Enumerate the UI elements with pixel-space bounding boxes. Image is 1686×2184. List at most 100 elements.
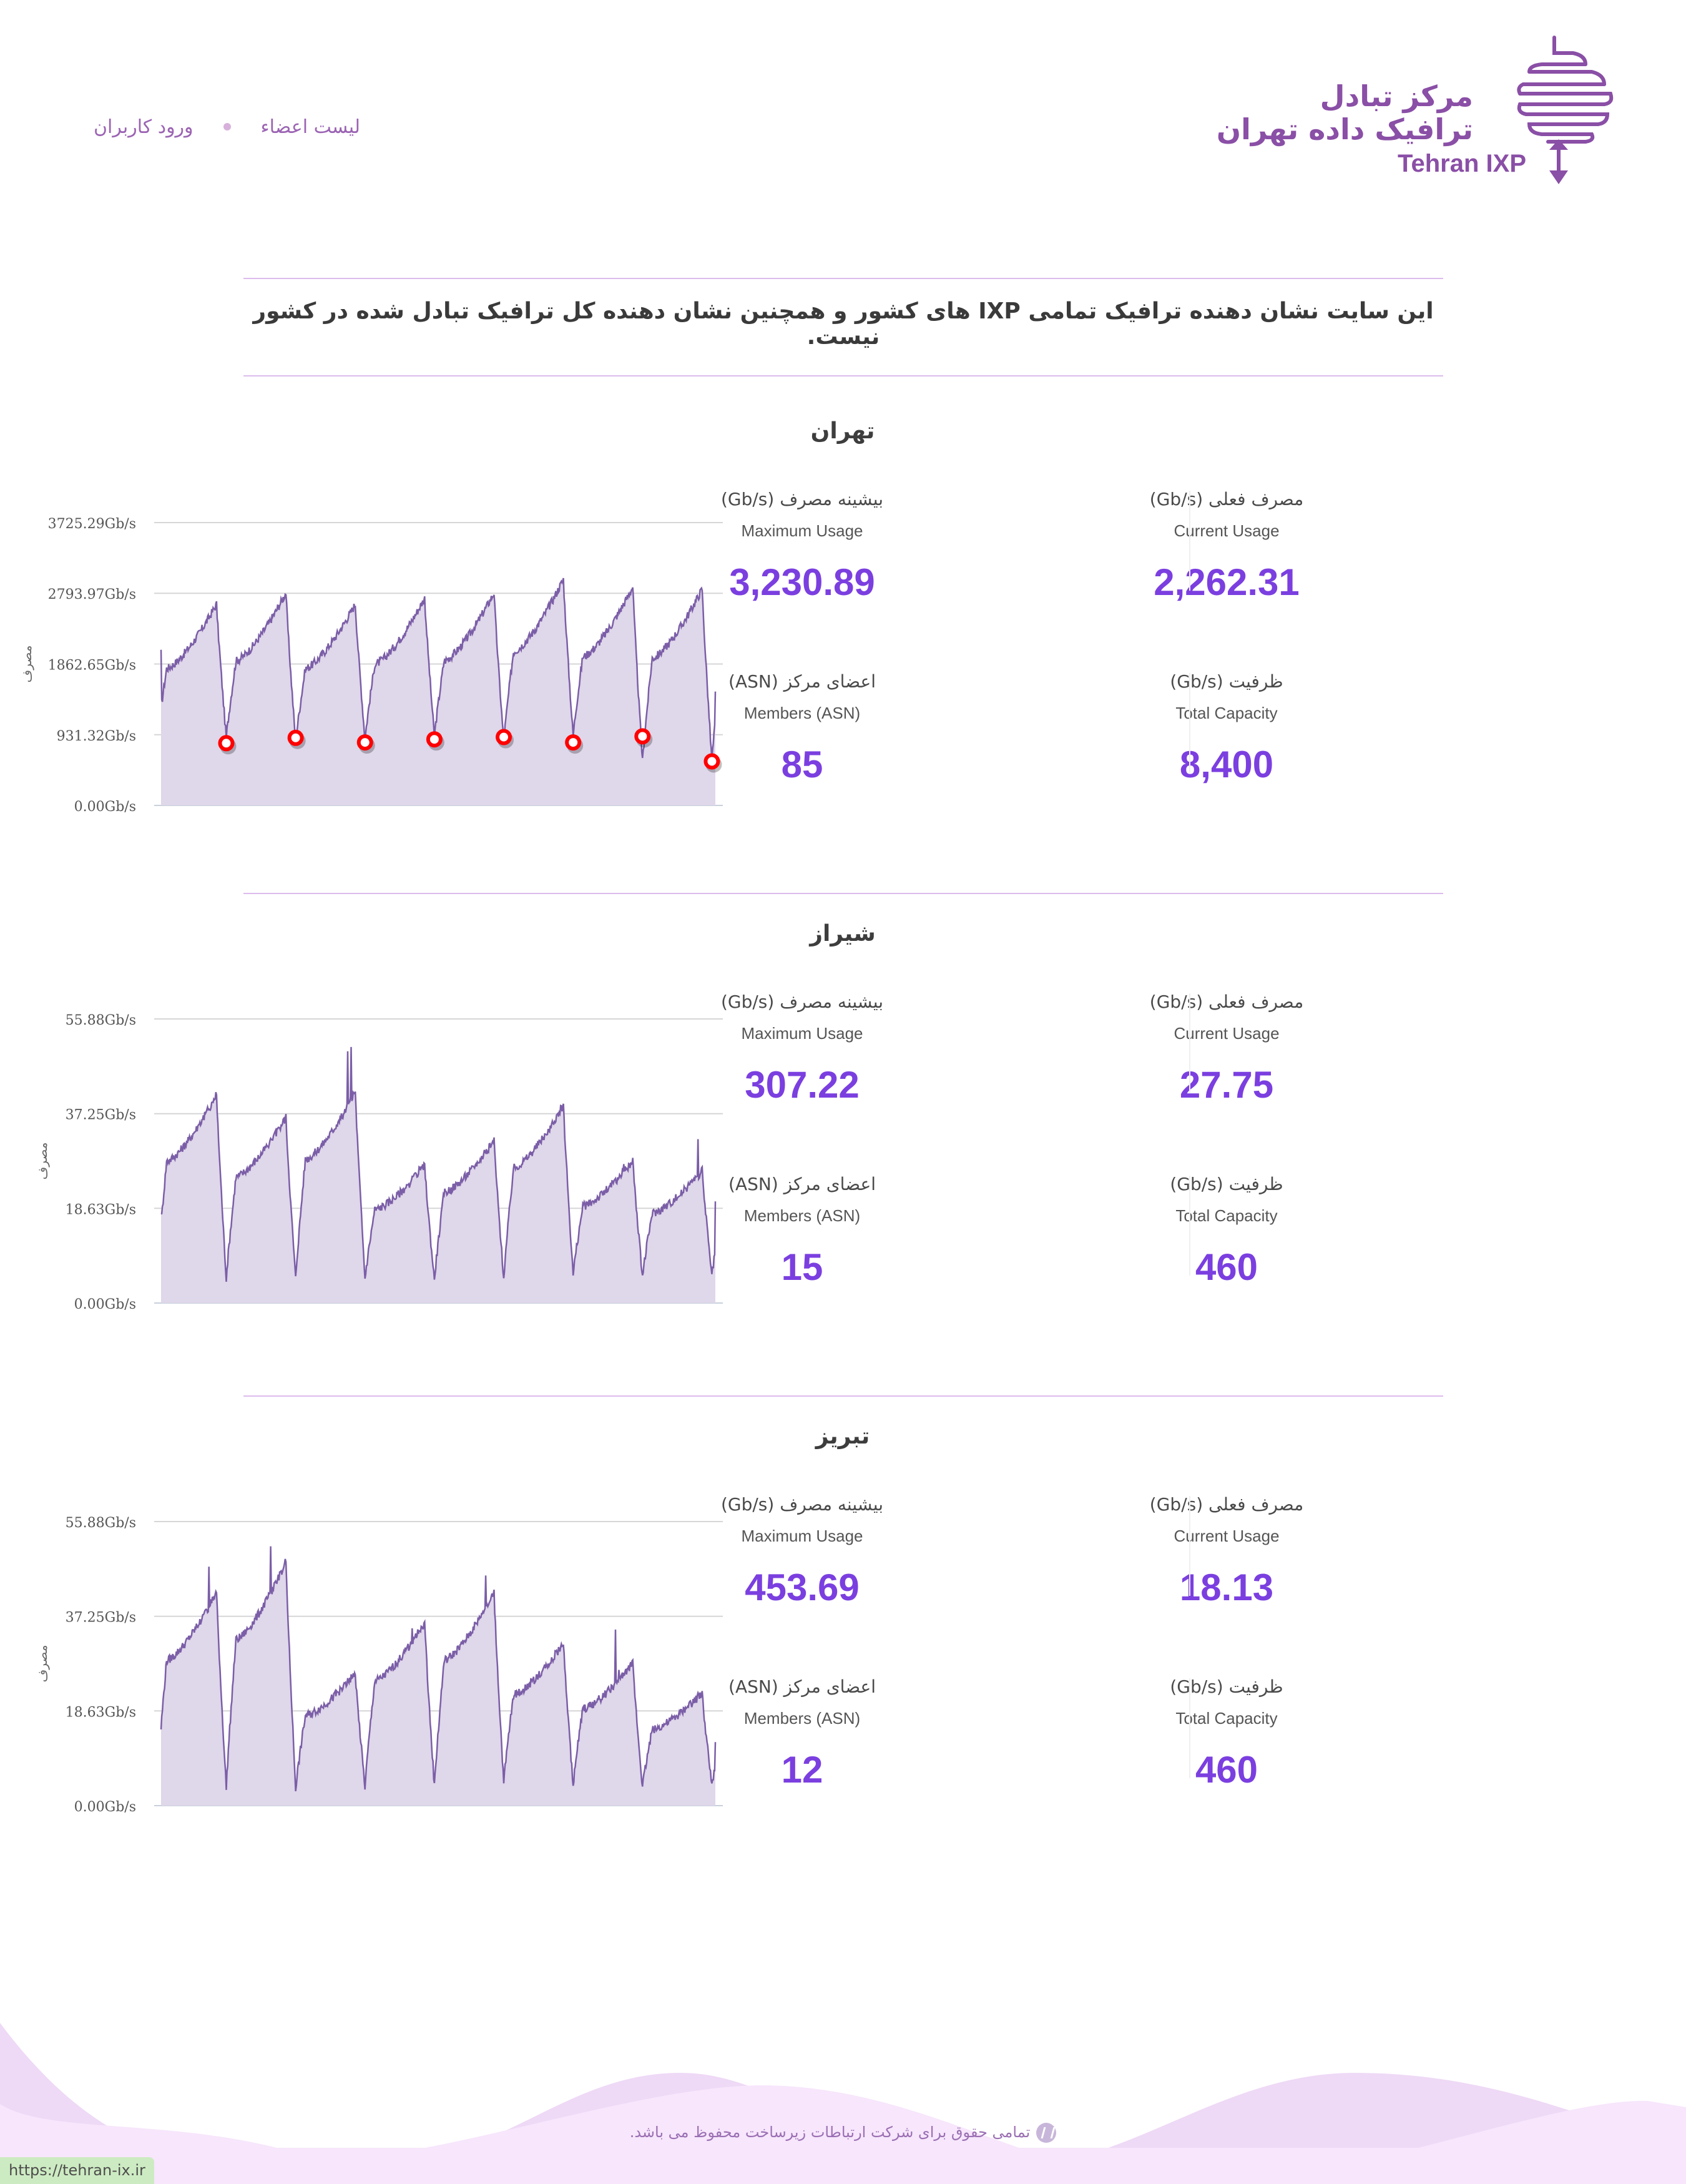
stat-label-fa: اعضای مرکز (ASN) xyxy=(728,1676,876,1697)
stat-total-capacity: ظرفیت (Gb/s) Total Capacity 8,400 xyxy=(1052,669,1401,787)
stat-label-fa: ظرفیت (Gb/s) xyxy=(1170,1174,1283,1194)
stat-current-usage: مصرف فعلی (Gb/s) Current Usage 18.13 xyxy=(1052,1492,1401,1610)
y-tick-label: 18.63Gb/s xyxy=(66,1202,136,1217)
min-marker[interactable] xyxy=(565,734,582,751)
top-nav: ورود کاربران لیست اعضاء xyxy=(94,111,360,142)
min-marker[interactable] xyxy=(426,731,443,748)
stat-value: 3,230.89 xyxy=(729,561,875,603)
y-axis-label: مصرف xyxy=(35,1645,50,1683)
min-marker[interactable] xyxy=(703,753,720,770)
footer-wave xyxy=(0,2023,1686,2184)
stat-label-fa: اعضای مرکز (ASN) xyxy=(728,1174,876,1194)
stat-label-en: Current Usage xyxy=(1174,1527,1280,1545)
stat-total-capacity: ظرفیت (Gb/s) Total Capacity 460 xyxy=(1052,1675,1401,1792)
stat-label-en: Total Capacity xyxy=(1175,1709,1278,1728)
stat-label-en: Current Usage xyxy=(1174,1024,1280,1043)
stat-current-usage: مصرف فعلی (Gb/s) Current Usage 2,262.31 xyxy=(1052,487,1401,604)
stat-label-en: Total Capacity xyxy=(1175,1206,1278,1225)
min-marker[interactable] xyxy=(496,729,512,745)
stat-label-en: Members (ASN) xyxy=(743,1206,861,1225)
company-logo-icon xyxy=(1036,2123,1057,2143)
stat-members: اعضای مرکز (ASN) Members (ASN) 12 xyxy=(627,1675,977,1792)
area-fill xyxy=(161,1046,715,1303)
y-tick-label: 37.25Gb/s xyxy=(66,1108,136,1123)
copyright-text: تمامی حقوق برای شرکت ارتباطات زیرساخت مح… xyxy=(629,2123,1031,2141)
stat-total-capacity: ظرفیت (Gb/s) Total Capacity 460 xyxy=(1052,1172,1401,1289)
stat-label-en: Total Capacity xyxy=(1175,704,1278,722)
stat-label-fa: ظرفیت (Gb/s) xyxy=(1170,1676,1283,1697)
divider xyxy=(243,375,1443,376)
y-tick-label: 0.00Gb/s xyxy=(74,1297,136,1312)
footer-copyright: تمامی حقوق برای شرکت ارتباطات زیرساخت مح… xyxy=(0,2123,1686,2143)
y-tick-label: 0.00Gb/s xyxy=(74,1799,136,1815)
min-marker[interactable] xyxy=(218,735,235,752)
series-line xyxy=(160,1546,717,1792)
stat-label-fa: مصرف فعلی (Gb/s) xyxy=(1149,1494,1304,1515)
stat-divider xyxy=(1189,1678,1190,1778)
divider xyxy=(243,1395,1443,1397)
area-fill xyxy=(161,1546,715,1806)
stat-maximum-usage: بیشینه مصرف (Gb/s) Maximum Usage 307.22 xyxy=(627,990,977,1107)
y-tick-label: 18.63Gb/s xyxy=(66,1704,136,1720)
stat-value: 460 xyxy=(1195,1749,1258,1791)
stat-divider xyxy=(1189,491,1190,591)
stat-value: 453.69 xyxy=(745,1567,860,1608)
stat-label-fa: مصرف فعلی (Gb/s) xyxy=(1149,991,1304,1012)
logo-text-fa-1: مرکز تبادل xyxy=(1320,79,1473,113)
stat-label-en: Maximum Usage xyxy=(741,521,863,540)
y-tick-label: 1862.65Gb/s xyxy=(48,657,136,673)
y-tick-label: 0.00Gb/s xyxy=(74,799,136,815)
stat-value: 15 xyxy=(781,1246,823,1288)
disclaimer-notice: این سایت نشان دهنده ترافیک تمامی IXP های… xyxy=(253,298,1434,350)
nav-members-list[interactable]: لیست اعضاء xyxy=(260,116,360,138)
city-title: تبریز xyxy=(815,1424,870,1449)
city-title: شیراز xyxy=(810,921,876,947)
stat-label-fa: مصرف فعلی (Gb/s) xyxy=(1149,489,1304,509)
stat-members: اعضای مرکز (ASN) Members (ASN) 85 xyxy=(627,669,977,787)
y-tick-label: 931.32Gb/s xyxy=(57,729,136,744)
min-marker[interactable] xyxy=(287,729,304,746)
nav-user-login[interactable]: ورود کاربران xyxy=(94,116,194,138)
logo-text-en: Tehran IXP xyxy=(1398,150,1526,177)
site-logo[interactable]: مرکز تبادل ترافیک داده تهران Tehran IXP xyxy=(1217,34,1617,190)
stat-value: 2,262.31 xyxy=(1154,561,1300,603)
logo-icon xyxy=(1517,36,1614,184)
divider xyxy=(243,278,1443,279)
stat-label-fa: اعضای مرکز (ASN) xyxy=(728,671,876,692)
stat-value: 27.75 xyxy=(1179,1064,1274,1106)
traffic-chart[interactable]: 0.00Gb/s 931.32Gb/s 1862.65Gb/s 2793.97Gb/s… xyxy=(12,475,730,824)
chart-svg: 0.00Gb/s 18.63Gb/s 37.25Gb/s 55.88Gb/s مصرف xyxy=(35,1515,723,1815)
nav-separator-dot xyxy=(223,123,231,130)
divider xyxy=(243,893,1443,894)
series-line xyxy=(160,1046,717,1282)
traffic-chart[interactable]: 0.00Gb/s 18.63Gb/s 37.25Gb/s 55.88Gb/s مصرف xyxy=(12,1480,730,1829)
y-tick-label: 55.88Gb/s xyxy=(66,1013,136,1028)
stat-label-fa: بیشینه مصرف (Gb/s) xyxy=(720,991,884,1012)
logo-text-fa-2: ترافیک داده تهران xyxy=(1216,112,1473,146)
stat-label-en: Maximum Usage xyxy=(741,1024,863,1043)
stat-members: اعضای مرکز (ASN) Members (ASN) 15 xyxy=(627,1172,977,1289)
stat-value: 460 xyxy=(1195,1246,1258,1288)
y-tick-label: 2793.97Gb/s xyxy=(48,587,136,603)
min-marker[interactable] xyxy=(634,728,651,745)
y-tick-label: 37.25Gb/s xyxy=(66,1610,136,1626)
stat-label-en: Members (ASN) xyxy=(743,704,861,722)
stat-value: 18.13 xyxy=(1179,1567,1274,1608)
y-tick-label: 55.88Gb/s xyxy=(66,1515,136,1531)
traffic-chart[interactable]: 0.00Gb/s 18.63Gb/s 37.25Gb/s 55.88Gb/s مصرف xyxy=(12,977,730,1327)
stat-divider xyxy=(1189,1496,1190,1596)
stat-label-en: Members (ASN) xyxy=(743,1709,861,1728)
min-marker[interactable] xyxy=(356,734,373,751)
stat-label-fa: بیشینه مصرف (Gb/s) xyxy=(720,489,884,509)
chart-svg: 0.00Gb/s 18.63Gb/s 37.25Gb/s 55.88Gb/s مصرف xyxy=(35,1013,723,1312)
y-axis-label: مصرف xyxy=(35,1143,50,1180)
y-axis-label: مصرف xyxy=(19,646,34,683)
stat-value: 85 xyxy=(781,744,823,785)
chart-svg: 0.00Gb/s 931.32Gb/s 1862.65Gb/s 2793.97Gb/s… xyxy=(19,516,723,815)
status-bar-url: https://tehran-ix.ir xyxy=(0,2157,154,2184)
stat-divider xyxy=(1189,993,1190,1093)
series-line xyxy=(160,578,717,762)
stat-label-en: Maximum Usage xyxy=(741,1527,863,1545)
stat-maximum-usage: بیشینه مصرف (Gb/s) Maximum Usage 453.69 xyxy=(627,1492,977,1610)
stat-value: 12 xyxy=(781,1749,823,1791)
